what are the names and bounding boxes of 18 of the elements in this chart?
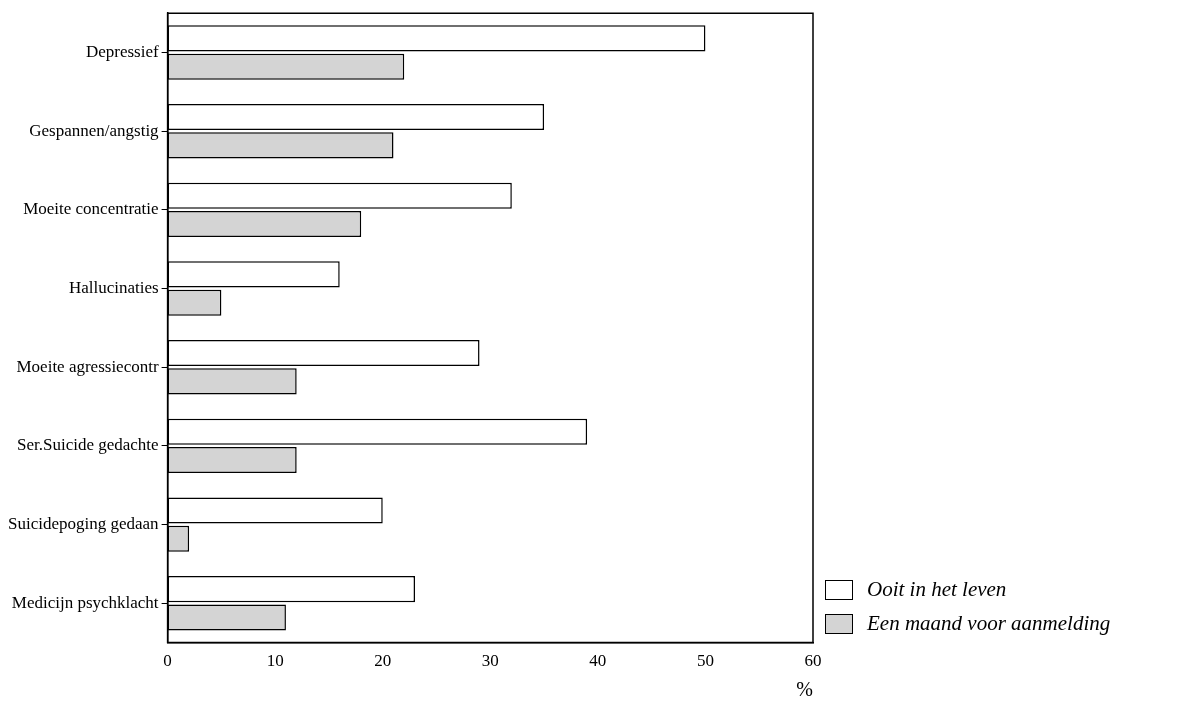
text: Ooit in het leven	[867, 577, 1007, 603]
y-tick-label: Ser.Suicide gedachte	[16, 435, 159, 455]
x-tick-label: 10	[266, 651, 284, 671]
x-tick-label: 50	[696, 651, 714, 671]
x-tick-label: 60	[804, 651, 822, 671]
x-tick-label: 40	[589, 651, 607, 671]
x-tick-label: 30	[481, 651, 499, 671]
y-tick-label: Moeite concentratie	[23, 199, 159, 219]
y-tick-label: Hallucinaties	[68, 278, 159, 298]
x-tick-label: 20	[374, 651, 392, 671]
y-tick-label: Medicijn psychklacht	[11, 592, 159, 612]
x-axis-title: %	[796, 678, 813, 701]
legend-label: Een maand voor aanmelding	[867, 611, 1111, 637]
y-tick-label: Gespannen/angstig	[29, 120, 160, 140]
y-tick-label: Moeite agressiecontr	[16, 356, 159, 376]
y-tick-label: Depressief	[85, 42, 159, 62]
y-tick-label: Suicidepoging gedaan	[7, 514, 160, 534]
x-tick-label: 0	[163, 651, 172, 671]
